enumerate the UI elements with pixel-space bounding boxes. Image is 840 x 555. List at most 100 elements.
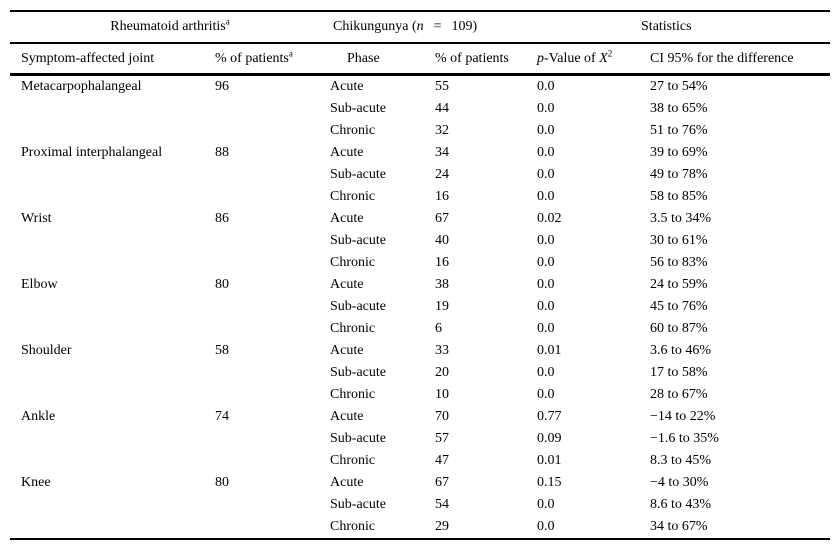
phase-cell: Acute <box>330 409 364 424</box>
ra-pct-cell: 96 <box>215 79 229 94</box>
paper-page: Rheumatoid arthritisa Chikungunya (n = 109… <box>0 10 840 555</box>
ci-cell: −1.6 to 35% <box>650 431 719 446</box>
chikungunya-label: Chikungunya ( <box>333 19 417 34</box>
ci-cell: 28 to 67% <box>650 387 708 402</box>
empty-cell <box>10 186 215 208</box>
empty-cell <box>215 384 330 406</box>
table-row: Sub-acute 57 0.09 −1.6 to 35% <box>10 428 830 450</box>
empty-cell <box>215 186 330 208</box>
joint-cell: Wrist <box>21 211 52 226</box>
phase-cell: Sub-acute <box>330 233 386 248</box>
empty-cell <box>215 252 330 274</box>
footnote-marker-a: a <box>225 16 230 27</box>
chik-pct-cell: 57 <box>435 431 450 446</box>
phase-cell: Acute <box>330 343 364 358</box>
ra-pct-cell: 80 <box>215 475 229 490</box>
table-row: Chronic 10 0.0 28 to 67% <box>10 384 830 406</box>
joint-cell: Metacarpophalangeal <box>21 79 142 94</box>
table-header: Rheumatoid arthritisa Chikungunya (n = 109… <box>10 10 831 76</box>
table-row: Sub-acute 54 0.0 8.6 to 43% <box>10 494 830 516</box>
chik-pct-cell: 54 <box>435 497 450 512</box>
chik-pct-cell: 24 <box>435 167 450 182</box>
table-row: Chronic 16 0.0 56 to 83% <box>10 252 830 274</box>
col-header-phase: Phase <box>330 43 436 76</box>
col-header-ci: CI 95% for the difference <box>650 43 831 76</box>
group-header-chikungunya: Chikungunya (n = 109) <box>330 10 651 44</box>
phase-cell: Chronic <box>330 453 376 468</box>
chik-pct-cell: 44 <box>435 101 450 116</box>
empty-cell <box>10 230 215 252</box>
ci-cell: 8.6 to 43% <box>650 497 712 512</box>
phase-cell: Acute <box>330 145 364 160</box>
col-header-ra-pct: % of patientsa <box>215 43 331 76</box>
table-row: Chronic 47 0.01 8.3 to 45% <box>10 450 830 472</box>
chik-pct-cell: 6 <box>435 321 443 336</box>
chik-pct-cell: 67 <box>435 475 450 490</box>
phase-cell: Acute <box>330 475 364 490</box>
table-row: Chronic 6 0.0 60 to 87% <box>10 318 830 340</box>
phase-cell: Chronic <box>330 255 376 270</box>
empty-cell <box>10 494 215 516</box>
joint-cell: Elbow <box>21 277 58 292</box>
ci-cell: 39 to 69% <box>650 145 708 160</box>
phase-cell: Sub-acute <box>330 299 386 314</box>
pvalue-cell: 0.0 <box>537 277 555 292</box>
phase-cell: Chronic <box>330 123 376 138</box>
pvalue-cell: 0.0 <box>537 189 555 204</box>
table-row: Knee 80 Acute 67 0.15 −4 to 30% <box>10 472 830 494</box>
empty-cell <box>215 296 330 318</box>
table-row: Ankle 74 Acute 70 0.77 −14 to 22% <box>10 406 830 428</box>
table-row: Sub-acute 20 0.0 17 to 58% <box>10 362 830 384</box>
empty-cell <box>10 164 215 186</box>
ci-cell: 58 to 85% <box>650 189 708 204</box>
empty-cell <box>10 98 215 120</box>
table-row: Shoulder 58 Acute 33 0.01 3.6 to 46% <box>10 340 830 362</box>
empty-cell <box>10 384 215 406</box>
joint-cell: Shoulder <box>21 343 72 358</box>
pvalue-cell: 0.01 <box>537 343 562 358</box>
pvalue-cell: 0.0 <box>537 497 555 512</box>
ci-cell: −4 to 30% <box>650 475 709 490</box>
empty-cell <box>215 164 330 186</box>
group-header-row: Rheumatoid arthritisa Chikungunya (n = 109… <box>10 10 831 44</box>
phase-cell: Sub-acute <box>330 365 386 380</box>
p-symbol: p <box>537 50 545 66</box>
pvalue-label: -Value of <box>544 50 600 66</box>
ci-cell: 8.3 to 45% <box>650 453 712 468</box>
chik-pct-cell: 47 <box>435 453 450 468</box>
chik-pct-cell: 55 <box>435 79 450 94</box>
phase-cell: Chronic <box>330 321 376 336</box>
chik-pct-cell: 19 <box>435 299 450 314</box>
ci-cell: 38 to 65% <box>650 101 708 116</box>
empty-cell <box>10 252 215 274</box>
phase-cell: Sub-acute <box>330 167 386 182</box>
pvalue-cell: 0.77 <box>537 409 562 424</box>
ci-cell: 27 to 54% <box>650 79 708 94</box>
phase-cell: Acute <box>330 79 364 94</box>
footnote-marker-a: a <box>288 47 293 58</box>
ra-pct-label: % of patients <box>215 50 289 66</box>
table-row: Wrist 86 Acute 67 0.02 3.5 to 34% <box>10 208 830 230</box>
pvalue-cell: 0.0 <box>537 299 555 314</box>
ci-cell: 30 to 61% <box>650 233 708 248</box>
chik-pct-cell: 38 <box>435 277 450 292</box>
group-header-rheumatoid: Rheumatoid arthritisa <box>10 10 331 44</box>
pvalue-cell: 0.09 <box>537 431 562 446</box>
comparison-table: Rheumatoid arthritisa Chikungunya (n = 109… <box>10 10 831 540</box>
ra-pct-cell: 88 <box>215 145 229 160</box>
table-row: Chronic 32 0.0 51 to 76% <box>10 120 830 142</box>
rheumatoid-label: Rheumatoid arthritis <box>110 19 226 34</box>
table-row: Sub-acute 40 0.0 30 to 61% <box>10 230 830 252</box>
pvalue-cell: 0.15 <box>537 475 562 490</box>
squared-exponent: 2 <box>607 47 613 58</box>
equals-sign: = <box>433 19 442 34</box>
empty-cell <box>10 516 215 540</box>
pvalue-cell: 0.0 <box>537 516 651 540</box>
empty-cell <box>10 120 215 142</box>
ci-cell: 34 to 67% <box>650 516 831 540</box>
table-row: Sub-acute 19 0.0 45 to 76% <box>10 296 830 318</box>
ci-cell: −14 to 22% <box>650 409 716 424</box>
table-body: Metacarpophalangeal 96 Acute 55 0.0 27 t… <box>10 75 831 540</box>
table-row: Chronic 29 0.0 34 to 67% <box>10 516 831 540</box>
table-row: Proximal interphalangeal 88 Acute 34 0.0… <box>10 142 830 164</box>
